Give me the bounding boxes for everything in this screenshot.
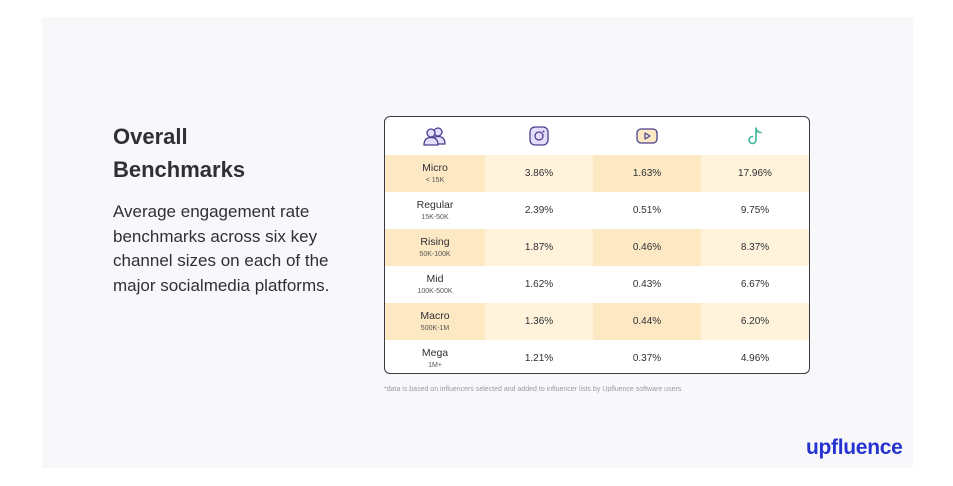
tiktok-value: 17.96% [738, 168, 772, 179]
youtube-icon [636, 128, 658, 144]
channel-size-range: < 15K [425, 176, 445, 184]
channel-size-range: 500K-1M [420, 324, 450, 332]
table-row: Micro < 15K 3.86% 1.63% 17.96% [385, 155, 809, 192]
channel-size-label: Micro [422, 161, 448, 174]
tiktok-value: 8.37% [740, 242, 770, 253]
header-youtube [593, 117, 701, 155]
tiktok-value: 4.96% [740, 353, 770, 364]
benchmark-table: Micro < 15K 3.86% 1.63% 17.96% Regular 1… [384, 116, 810, 374]
header-people [385, 117, 485, 155]
instagram-value: 2.39% [524, 205, 554, 216]
youtube-value: 1.63% [632, 168, 662, 179]
channel-size-label: Mega [421, 346, 449, 359]
tiktok-value: 6.67% [740, 279, 770, 290]
instagram-value: 1.87% [524, 242, 554, 253]
table-row: Rising 50K-100K 1.87% 0.46% 8.37% [385, 229, 809, 266]
channel-size-range: 50K-100K [419, 250, 451, 258]
channel-size-label: Regular [416, 198, 454, 211]
people-icon [423, 127, 446, 146]
channel-size-label: Macro [420, 309, 450, 322]
title-line-2: Benchmarks [113, 157, 246, 182]
header-instagram [485, 117, 593, 155]
youtube-value: 0.44% [632, 316, 662, 327]
instagram-value: 1.21% [524, 353, 554, 364]
channel-size-label: Mid [426, 272, 444, 285]
tiktok-value: 6.20% [740, 316, 770, 327]
table-row: Mid 100K-500K 1.62% 0.43% 6.67% [385, 266, 809, 303]
footnote: *data is based on influencers selected a… [384, 386, 682, 393]
header-tiktok [701, 117, 809, 155]
channel-size-range: 15K-50K [421, 213, 449, 221]
channel-size-label: Rising [420, 235, 450, 248]
instagram-value: 1.36% [524, 316, 554, 327]
upfluence-logo: upfluence [806, 436, 903, 459]
tiktok-value: 9.75% [740, 205, 770, 216]
instagram-icon [529, 126, 549, 146]
description-text: Average engagement rate benchmarks acros… [113, 202, 330, 295]
table-row: Macro 500K-1M 1.36% 0.44% 6.20% [385, 303, 809, 340]
table-row: Mega 1M+ 1.21% 0.37% 4.96% [385, 340, 809, 373]
youtube-value: 0.51% [632, 205, 662, 216]
tiktok-icon [748, 127, 762, 145]
channel-size-range: 100K-500K [417, 287, 453, 295]
instagram-value: 3.86% [524, 168, 554, 179]
youtube-value: 0.46% [632, 242, 662, 253]
title-line-1: Overall [113, 124, 188, 149]
table-header [385, 117, 809, 155]
instagram-value: 1.62% [524, 279, 554, 290]
page-title: Overall Benchmarks [113, 120, 353, 186]
youtube-value: 0.37% [632, 353, 662, 364]
table-row: Regular 15K-50K 2.39% 0.51% 9.75% [385, 192, 809, 229]
youtube-value: 0.43% [632, 279, 662, 290]
channel-size-range: 1M+ [428, 361, 442, 369]
